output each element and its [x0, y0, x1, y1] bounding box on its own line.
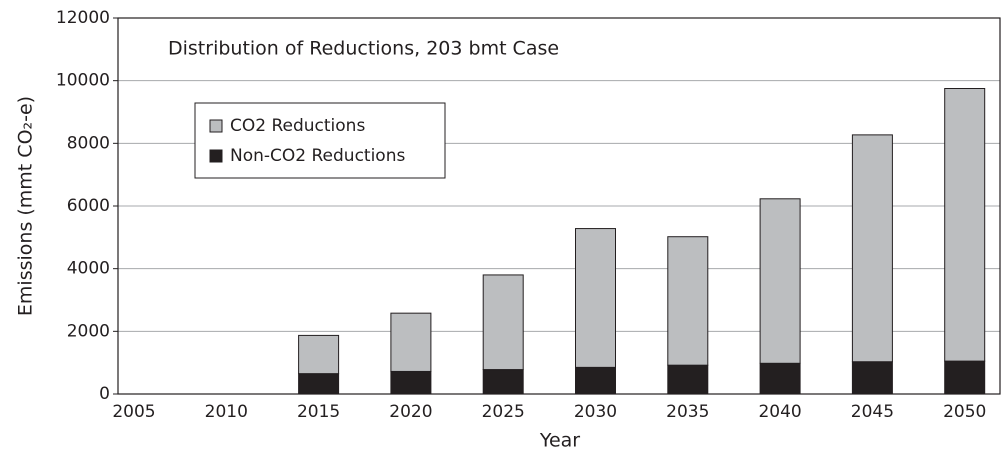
y-tick-label: 4000 [67, 259, 110, 279]
y-tick-label: 6000 [67, 196, 110, 216]
x-tick-label: 2050 [943, 402, 986, 422]
y-tick-label: 12000 [56, 8, 110, 28]
legend-swatch [209, 149, 223, 163]
bar-segment [851, 361, 893, 395]
bar-segment [482, 274, 524, 371]
y-tick-label: 2000 [67, 321, 110, 341]
x-tick-label: 2005 [112, 402, 155, 422]
x-tick-label: 2010 [205, 402, 248, 422]
x-tick-label: 2035 [666, 402, 709, 422]
x-tick-label: 2015 [297, 402, 340, 422]
bar-segment [390, 370, 432, 395]
bar-segment [759, 362, 801, 395]
bar-segment [667, 364, 709, 395]
chart-title: Distribution of Reductions, 203 bmt Case [168, 38, 559, 60]
bar-segment [851, 134, 893, 363]
bar-segment [575, 366, 616, 395]
x-tick-label: 2040 [758, 402, 801, 422]
bar-segment [944, 360, 986, 395]
bar-segment [390, 312, 432, 372]
bar-segment [944, 88, 986, 362]
y-tick-label: 0 [99, 384, 110, 404]
legend-label: Non-CO2 Reductions [230, 146, 405, 166]
y-axis-label: Emissions (mmt CO₂-e) [15, 96, 37, 316]
x-tick-label: 2020 [389, 402, 432, 422]
y-tick-label: 8000 [67, 133, 110, 153]
x-tick-label: 2045 [851, 402, 894, 422]
legend-box [194, 102, 446, 179]
bar-segment [298, 373, 340, 395]
bar-segment [759, 198, 801, 364]
bar-segment [482, 369, 524, 395]
plot-frame [117, 17, 1001, 395]
x-axis-label: Year [539, 430, 580, 452]
legend-swatch [209, 119, 223, 133]
x-tick-label: 2030 [574, 402, 617, 422]
x-tick-label: 2025 [482, 402, 525, 422]
bar-segment [298, 334, 340, 375]
y-tick-label: 10000 [56, 71, 110, 91]
bar-segment [575, 228, 616, 368]
bar-segment [667, 236, 709, 366]
legend-label: CO2 Reductions [230, 116, 365, 136]
